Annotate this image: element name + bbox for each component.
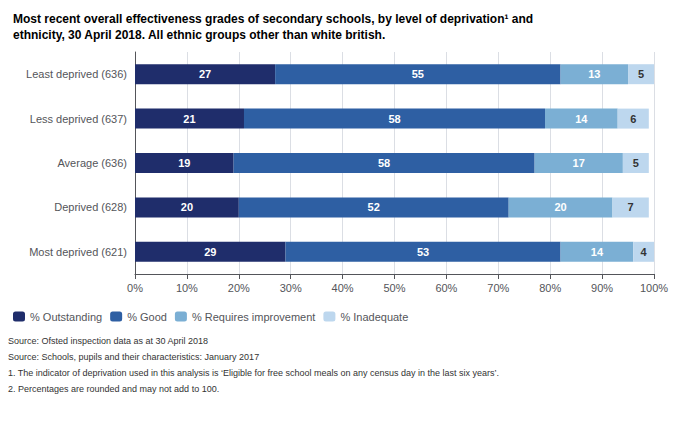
svg-text:% Good: % Good — [127, 311, 167, 323]
svg-text:50%: 50% — [383, 282, 405, 294]
svg-text:100%: 100% — [640, 282, 668, 294]
svg-text:29: 29 — [204, 246, 216, 258]
svg-text:6: 6 — [630, 113, 636, 125]
svg-text:2. Percentages are rounded and: 2. Percentages are rounded and may not a… — [8, 384, 219, 394]
svg-text:90%: 90% — [591, 282, 613, 294]
svg-text:52: 52 — [368, 201, 380, 213]
svg-text:58: 58 — [388, 113, 400, 125]
svg-text:1. The indicator of deprivatio: 1. The indicator of deprivation used in … — [8, 368, 499, 378]
svg-text:% Inadequate: % Inadequate — [340, 311, 408, 323]
svg-text:5: 5 — [638, 68, 644, 80]
svg-text:Source: Ofsted inspection data: Source: Ofsted inspection data as at 30 … — [8, 336, 208, 346]
svg-text:30%: 30% — [280, 282, 302, 294]
svg-text:Less deprived (637): Less deprived (637) — [30, 113, 127, 125]
svg-text:80%: 80% — [539, 282, 561, 294]
svg-text:70%: 70% — [487, 282, 509, 294]
svg-text:Deprived (628): Deprived (628) — [54, 201, 127, 213]
svg-text:27: 27 — [199, 68, 211, 80]
svg-text:5: 5 — [633, 157, 639, 169]
svg-text:58: 58 — [378, 157, 390, 169]
svg-text:14: 14 — [591, 246, 604, 258]
svg-text:Average (636): Average (636) — [57, 157, 127, 169]
svg-text:19: 19 — [178, 157, 190, 169]
svg-text:10%: 10% — [176, 282, 198, 294]
svg-text:20: 20 — [181, 201, 193, 213]
svg-text:53: 53 — [417, 246, 429, 258]
svg-text:7: 7 — [628, 201, 634, 213]
svg-text:14: 14 — [575, 113, 588, 125]
svg-text:ethnicity, 30 April 2018. All: ethnicity, 30 April 2018. All ethnic gro… — [13, 28, 385, 42]
svg-text:13: 13 — [588, 68, 600, 80]
svg-text:60%: 60% — [435, 282, 457, 294]
svg-text:Most deprived (621): Most deprived (621) — [29, 246, 127, 258]
svg-text:40%: 40% — [332, 282, 354, 294]
svg-text:20%: 20% — [228, 282, 250, 294]
svg-text:% Requires improvement: % Requires improvement — [192, 311, 316, 323]
svg-text:4: 4 — [641, 246, 648, 258]
svg-text:% Outstanding: % Outstanding — [30, 311, 102, 323]
svg-text:0%: 0% — [127, 282, 143, 294]
svg-text:55: 55 — [412, 68, 424, 80]
svg-text:Source: Schools, pupils and th: Source: Schools, pupils and their charac… — [8, 352, 259, 362]
svg-text:20: 20 — [554, 201, 566, 213]
svg-text:Most recent overall effectiven: Most recent overall effectiveness grades… — [13, 12, 533, 26]
svg-text:17: 17 — [573, 157, 585, 169]
svg-text:21: 21 — [183, 113, 195, 125]
svg-text:Least deprived (636): Least deprived (636) — [26, 68, 127, 80]
